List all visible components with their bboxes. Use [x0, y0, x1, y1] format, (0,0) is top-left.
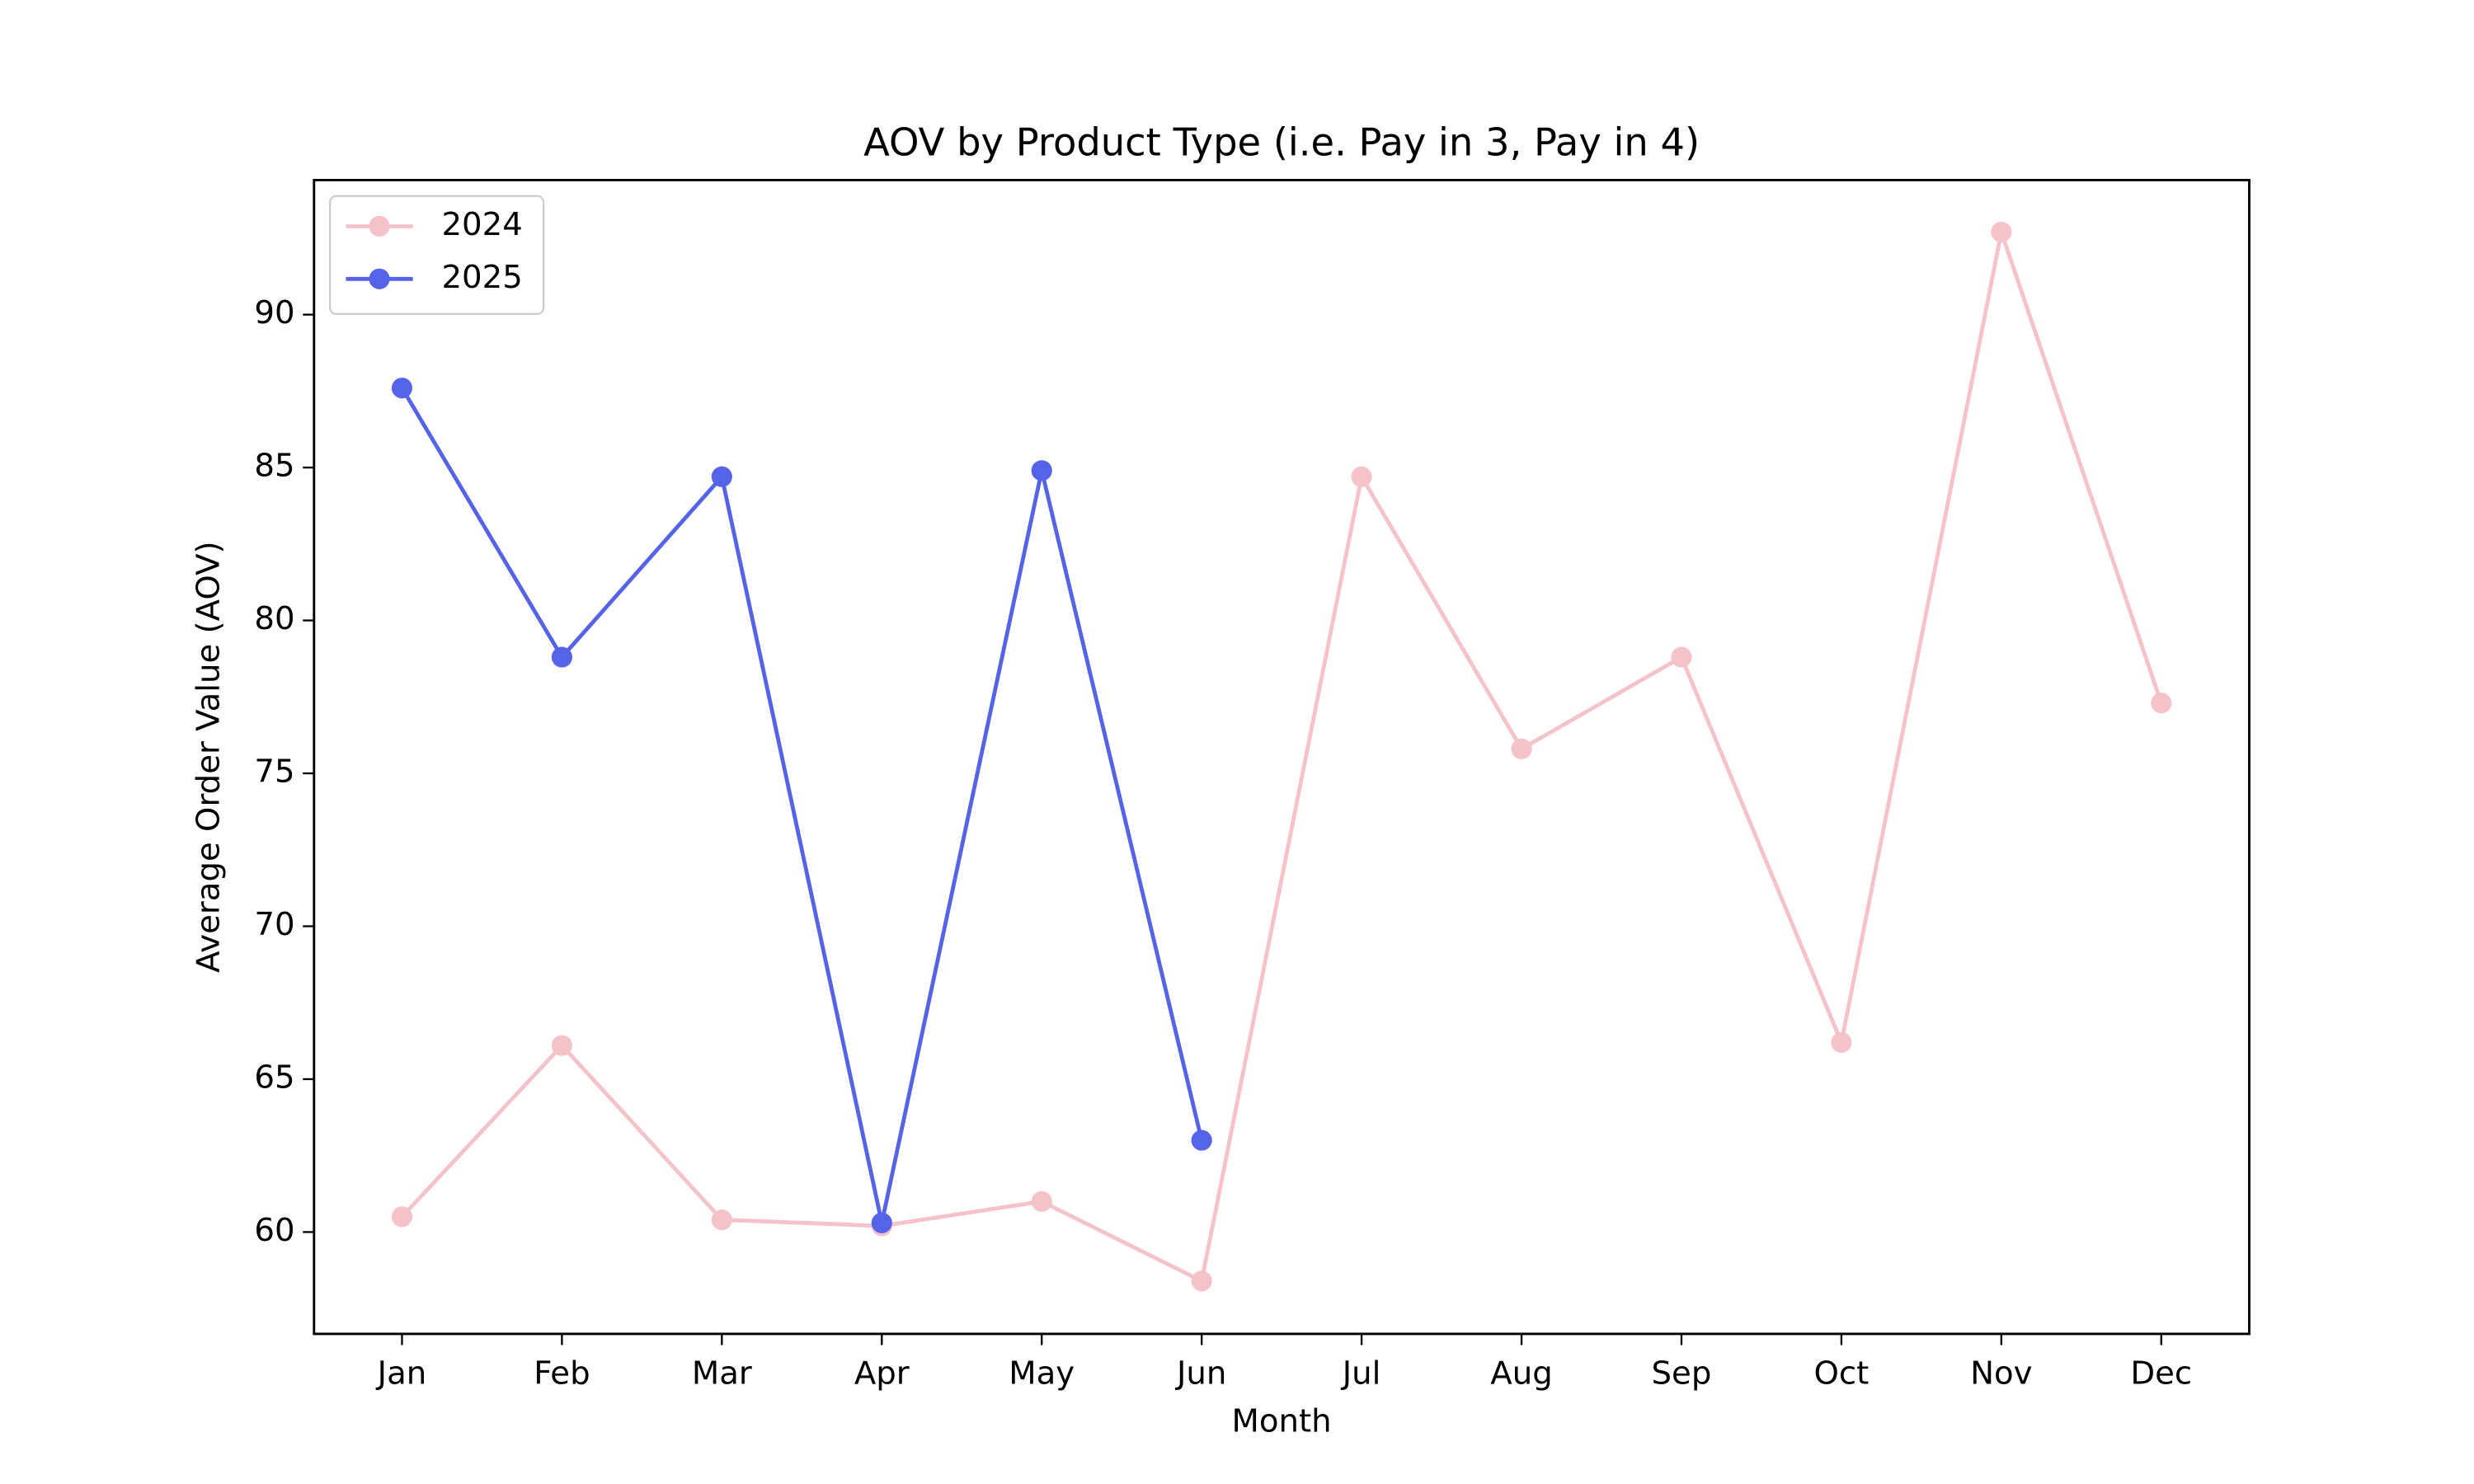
data-point	[2151, 693, 2172, 714]
series-line	[400, 224, 2164, 1284]
x-tick-label: Jun	[1175, 1355, 1226, 1392]
data-point	[1191, 1129, 1212, 1151]
x-tick-label: Apr	[854, 1355, 910, 1392]
x-tick-label: Mar	[692, 1355, 752, 1392]
y-tick-label: 90	[254, 294, 294, 331]
legend-label: 2025	[441, 259, 522, 296]
data-point	[1671, 646, 1692, 668]
y-tick-label: 65	[254, 1059, 294, 1096]
y-axis-label: Average Order Value (AOV)	[190, 541, 228, 973]
data-point	[711, 1209, 732, 1231]
x-tick-label: May	[1009, 1355, 1075, 1392]
data-point	[1351, 466, 1372, 487]
data-point	[391, 1206, 413, 1228]
data-point	[391, 378, 413, 399]
data-point	[551, 646, 572, 668]
x-tick-label: Feb	[534, 1355, 590, 1392]
y-tick-label: 60	[254, 1212, 294, 1249]
plot-frame	[313, 178, 2251, 1336]
x-tick-label: Jan	[376, 1355, 427, 1392]
data-point	[871, 1212, 892, 1233]
legend-label: 2024	[441, 206, 522, 243]
chart-title: AOV by Product Type (i.e. Pay in 3, Pay …	[863, 120, 1700, 164]
x-tick-label: Aug	[1490, 1355, 1552, 1392]
data-point	[551, 1035, 572, 1056]
x-tick-label: Sep	[1652, 1355, 1712, 1392]
x-tick-label: Nov	[1970, 1355, 2032, 1392]
legend-marker	[369, 215, 390, 237]
y-tick-label: 75	[254, 754, 294, 791]
y-tick-label: 70	[254, 906, 294, 943]
data-point	[1991, 221, 2012, 243]
data-point	[1191, 1270, 1212, 1292]
x-axis-label: Month	[1232, 1403, 1332, 1440]
x-tick-label: Oct	[1814, 1355, 1870, 1392]
data-point	[711, 466, 732, 487]
x-tick-label: Jul	[1341, 1355, 1381, 1392]
x-tick-label: Dec	[2130, 1355, 2192, 1392]
y-tick-label: 85	[254, 448, 294, 485]
data-point	[1031, 1190, 1052, 1212]
data-point	[1031, 460, 1052, 481]
y-tick-label: 80	[254, 600, 294, 637]
data-point	[1831, 1031, 1852, 1053]
series-line	[400, 387, 1204, 1223]
data-point	[1511, 738, 1532, 759]
legend-marker	[369, 268, 390, 289]
